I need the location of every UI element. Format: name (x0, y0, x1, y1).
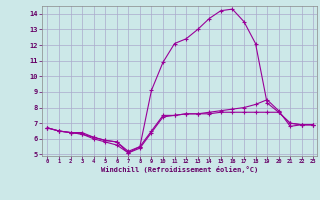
X-axis label: Windchill (Refroidissement éolien,°C): Windchill (Refroidissement éolien,°C) (100, 166, 258, 173)
